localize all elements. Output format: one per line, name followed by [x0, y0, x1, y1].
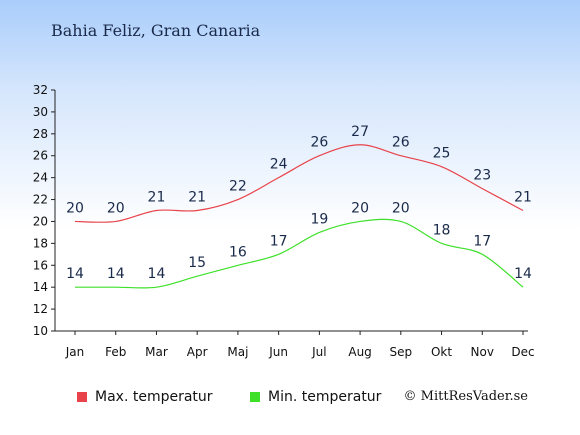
y-tick-label: 28 [33, 127, 48, 141]
x-tick-label: Sep [390, 345, 413, 359]
max-temp-data-label: 22 [229, 179, 247, 195]
x-tick-label: Nov [471, 345, 494, 359]
y-tick-label: 24 [33, 171, 48, 185]
y-tick-label: 20 [33, 214, 48, 228]
min-temp-data-label: 17 [473, 233, 491, 249]
max-temp-data-label: 20 [107, 200, 125, 216]
max-temp-data-label: 27 [351, 124, 369, 140]
legend-item-max: Max. temperatur [77, 389, 213, 405]
max-temp-data-label: 26 [392, 135, 410, 151]
max-temp-data-label: 21 [148, 190, 166, 206]
x-tick-label: Apr [187, 345, 208, 359]
min-temp-data-label: 14 [107, 266, 125, 282]
max-temp-data-label: 23 [473, 168, 491, 184]
x-tick-label: Maj [227, 345, 248, 359]
min-temp-data-label: 15 [188, 255, 206, 271]
copyright-text: © MittResVader.se [403, 389, 528, 404]
x-tick-label: Aug [348, 345, 371, 359]
legend-swatch-max [77, 392, 87, 402]
legend-swatch-min [250, 392, 260, 402]
x-tick-label: Mar [145, 345, 168, 359]
y-tick-label: 18 [33, 236, 48, 250]
min-temp-line [74, 218, 524, 289]
x-tick-label: Jul [311, 345, 326, 359]
legend-label-max: Max. temperatur [95, 389, 213, 405]
min-temp-data-label: 14 [514, 266, 532, 282]
x-tick-label: Jan [65, 345, 85, 359]
y-tick-label: 10 [33, 324, 48, 338]
max-temp-data-label: 21 [514, 190, 532, 206]
min-temp-data-label: 16 [229, 244, 247, 260]
min-temp-data-label: 18 [433, 222, 451, 238]
y-tick-label: 22 [33, 193, 48, 207]
chart-title: Bahia Feliz, Gran Canaria [51, 21, 261, 40]
y-tick-label: 26 [33, 149, 48, 163]
min-temp-data-label: 19 [310, 211, 328, 227]
max-temp-data-label: 26 [310, 135, 328, 151]
x-tick-label: Dec [511, 345, 534, 359]
legend-label-min: Min. temperatur [268, 389, 382, 405]
max-temp-data-label: 21 [188, 190, 206, 206]
legend-item-min: Min. temperatur [250, 389, 381, 405]
x-tick-label: Jun [268, 345, 288, 359]
min-temp-data-label: 17 [270, 233, 288, 249]
max-temp-line [74, 144, 524, 223]
min-temp-data-label: 20 [351, 200, 369, 216]
min-temp-data-label: 20 [392, 200, 410, 216]
y-tick-label: 32 [33, 83, 48, 97]
y-tick-label: 14 [33, 280, 48, 294]
min-temp-data-label: 14 [66, 266, 84, 282]
min-temp-data-label: 14 [148, 266, 166, 282]
max-temp-data-label: 20 [66, 200, 84, 216]
max-temp-data-label: 24 [270, 157, 288, 173]
y-tick-label: 12 [33, 302, 48, 316]
x-tick-label: Okt [431, 345, 452, 359]
y-tick-label: 30 [33, 105, 48, 119]
x-tick-label: Feb [105, 345, 126, 359]
y-tick-label: 16 [33, 258, 48, 272]
max-temp-data-label: 25 [433, 146, 451, 162]
